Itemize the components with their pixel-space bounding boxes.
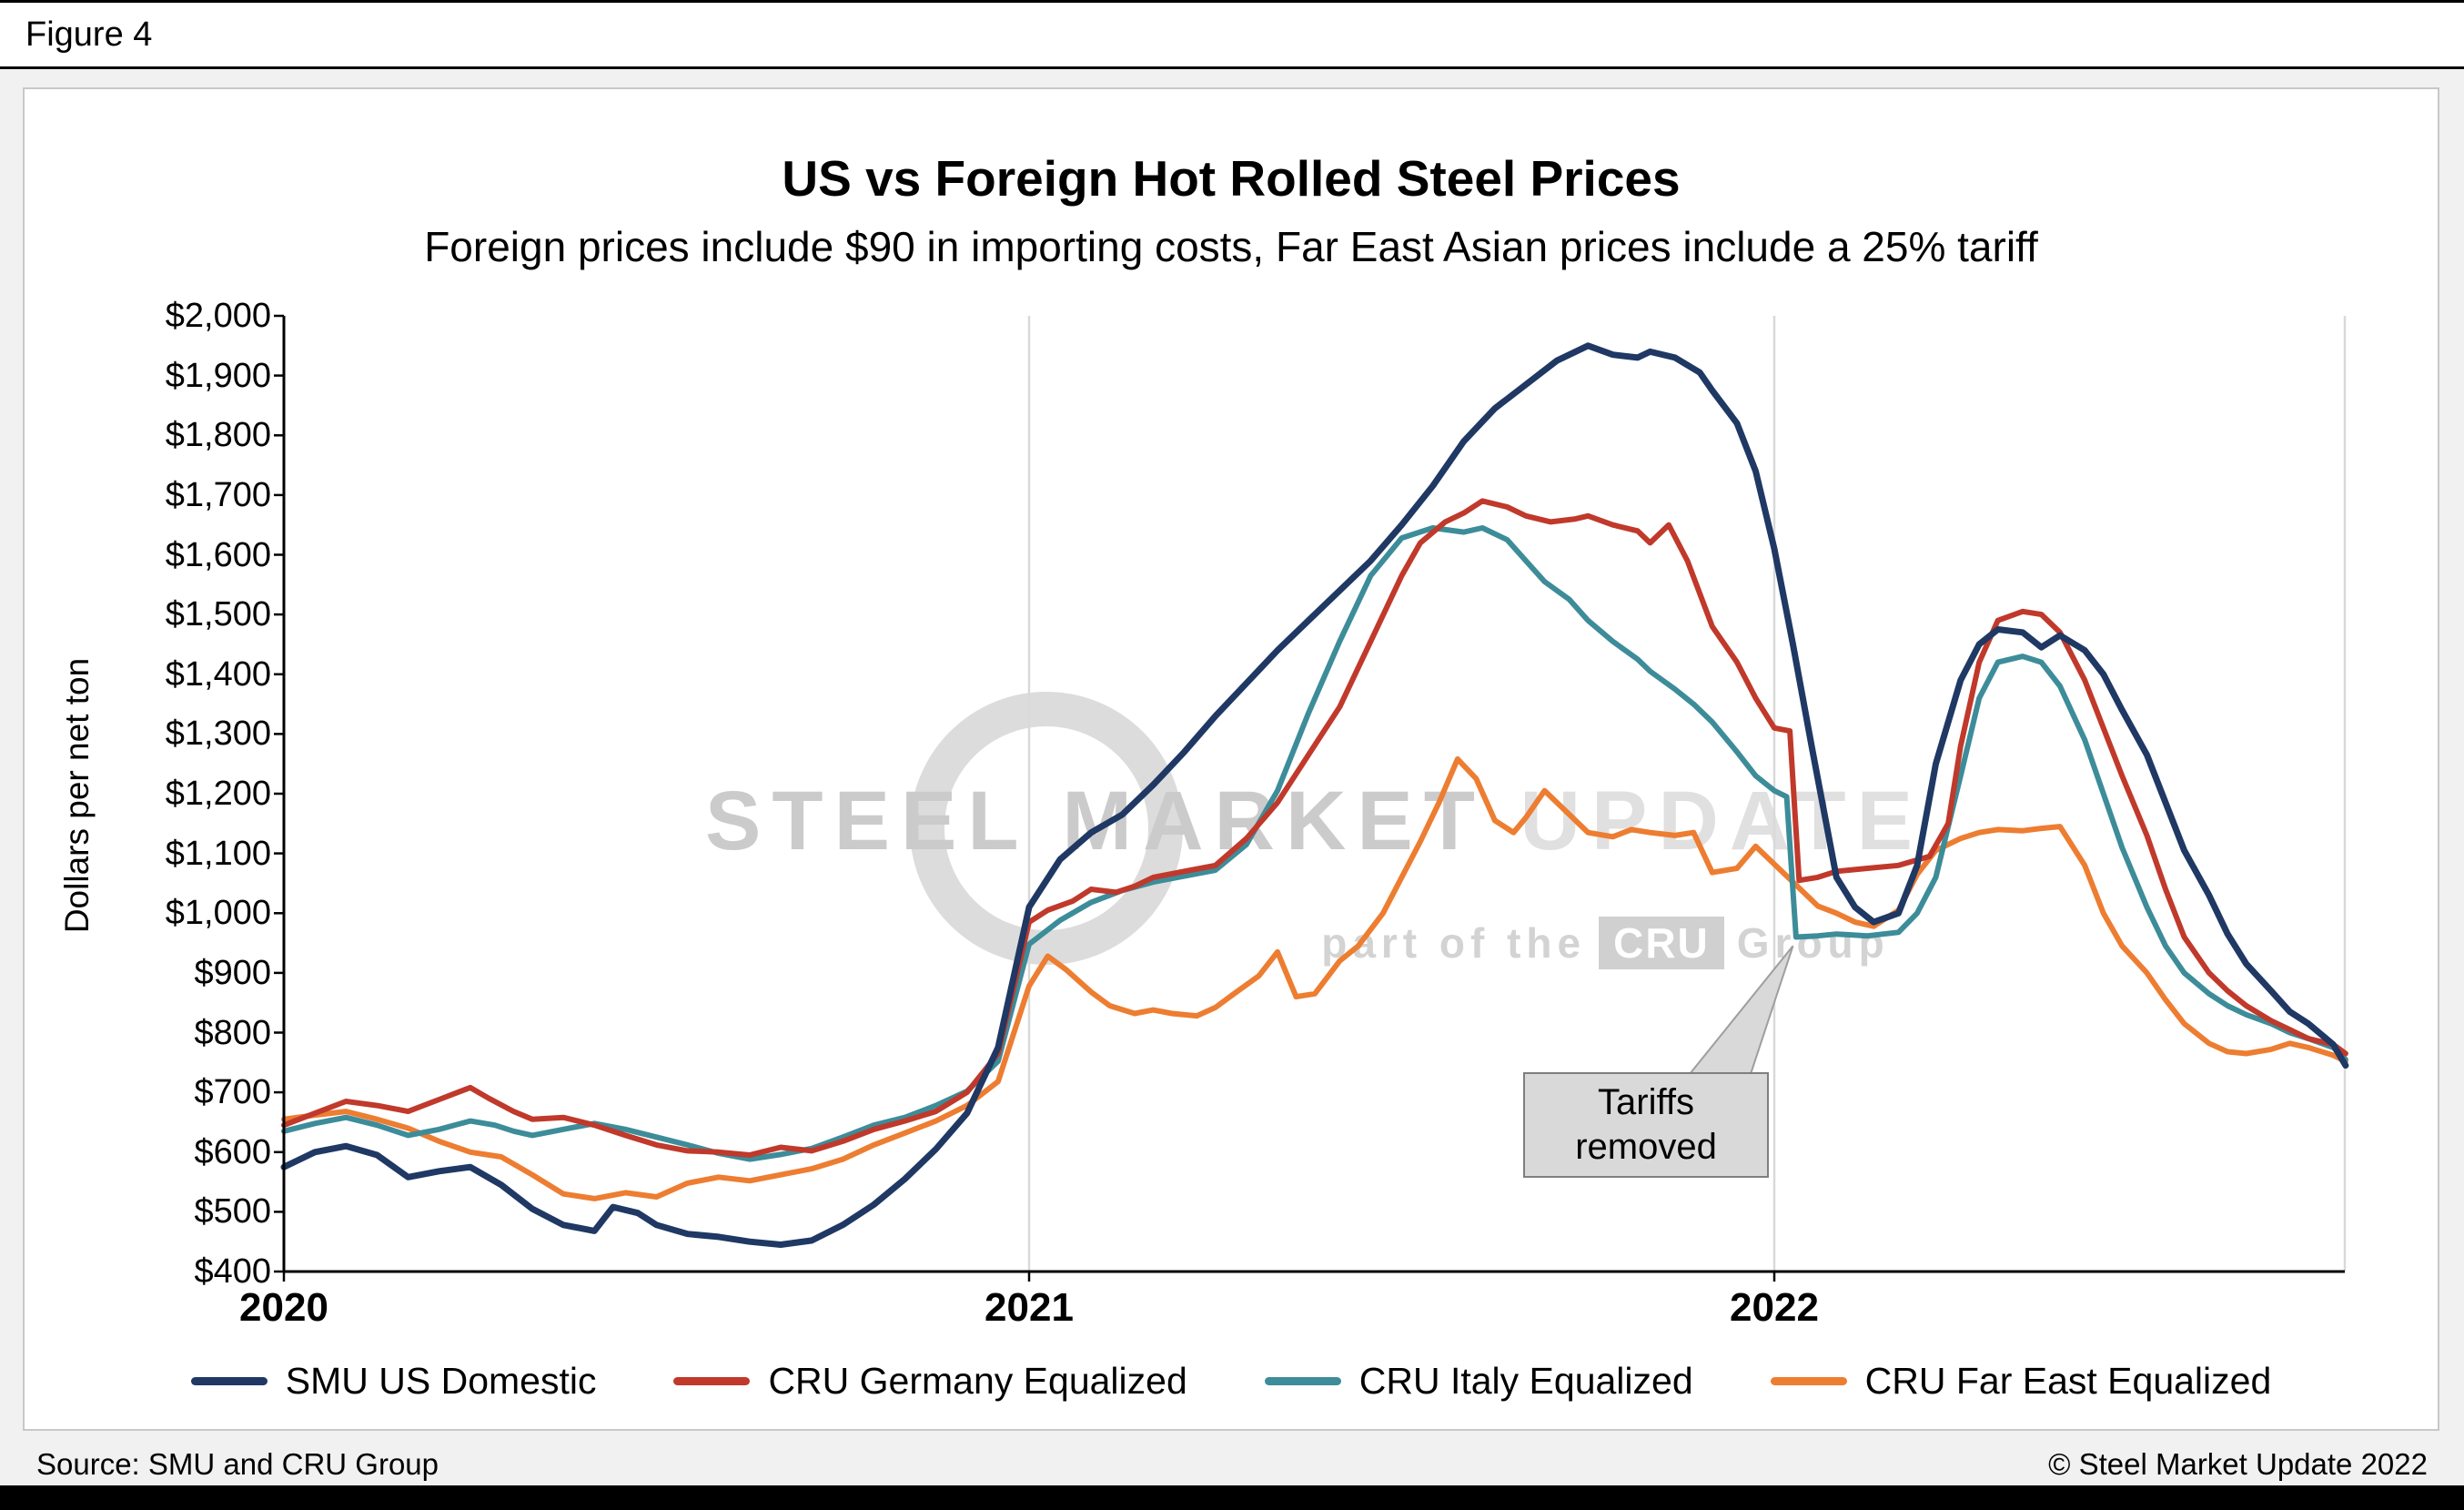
- y-tick-label: $700: [194, 1073, 271, 1112]
- y-tick-label: $400: [194, 1252, 271, 1291]
- footer-bar: [0, 1485, 2464, 1510]
- x-tick-label-2022: 2022: [1730, 1285, 1819, 1330]
- legend-swatch-cru-far-east-equalized: [1770, 1377, 1847, 1385]
- y-tick-label: $900: [194, 953, 271, 992]
- chart-panel: US vs Foreign Hot Rolled Steel Prices Fo…: [23, 87, 2439, 1431]
- legend-label-cru-far-east-equalized: CRU Far East Equalized: [1864, 1360, 2272, 1402]
- x-tick-labels: 2020 2021 2022: [25, 1285, 2438, 1340]
- x-tick-label-2020: 2020: [239, 1285, 328, 1330]
- legend-item-cru-germany-equalized: CRU Germany Equalized: [673, 1360, 1187, 1403]
- legend-item-smu-us-domestic: SMU US Domestic: [190, 1360, 597, 1403]
- annotation-line2: removed: [1575, 1127, 1717, 1167]
- y-tick-label: $800: [194, 1013, 271, 1052]
- annotation-line1: Tariffs: [1598, 1082, 1694, 1123]
- y-tick-label: $1,000: [165, 894, 271, 933]
- header-strip: Figure 4: [0, 3, 2464, 69]
- figure-label: Figure 4: [25, 15, 153, 54]
- legend-swatch-cru-germany-equalized: [673, 1377, 751, 1385]
- series-line-cru-far-east-equalized: [281, 755, 2348, 1201]
- y-tick-labels: $400 $500 $600 $700 $800 $900 $1,000 $1,100 $1,2…: [56, 89, 271, 1429]
- chart-title: US vs Foreign Hot Rolled Steel Prices: [782, 150, 1681, 207]
- series-line-smu-us-domestic: [280, 342, 2349, 1248]
- copyright-text: © Steel Market Update 2022: [2048, 1447, 2428, 1481]
- legend-swatch-cru-italy-equalized: [1264, 1377, 1341, 1385]
- legend-item-cru-far-east-equalized: CRU Far East Equalized: [1770, 1360, 2272, 1403]
- y-tick-label: $1,900: [165, 356, 271, 395]
- y-tick-label: $1,300: [165, 714, 271, 754]
- legend-label-cru-italy-equalized: CRU Italy Equalized: [1358, 1360, 1693, 1402]
- legend-label-cru-germany-equalized: CRU Germany Equalized: [768, 1360, 1187, 1402]
- series-line-cru-italy-equalized: [281, 525, 2348, 1162]
- x-tick-label-2021: 2021: [985, 1285, 1074, 1330]
- annotation-leader: [1687, 945, 1794, 1075]
- y-tick-label: $500: [194, 1192, 271, 1231]
- y-tick-label: $1,800: [165, 416, 271, 455]
- top-rule: [0, 0, 2464, 3]
- y-tick-label: $1,600: [165, 535, 271, 574]
- legend-swatch-smu-us-domestic: [190, 1377, 268, 1385]
- y-tick-label: $1,700: [165, 475, 271, 514]
- series-line-cru-germany-equalized: [281, 498, 2348, 1158]
- y-tick-label: $1,100: [165, 834, 271, 873]
- y-tick-label: $2,000: [165, 297, 271, 335]
- annotation-box: Tariffs removed: [1523, 1072, 1769, 1178]
- y-tick-label: $1,500: [165, 595, 271, 634]
- y-tick-label: $1,200: [165, 775, 271, 813]
- plot-container: [273, 311, 2352, 1282]
- chart-subtitle: Foreign prices include $90 in importing …: [424, 223, 2038, 270]
- legend: SMU US Domestic CRU Germany Equalized CRU …: [25, 1360, 2438, 1403]
- source-text: Source: SMU and CRU Group: [36, 1447, 439, 1481]
- plot-area: [274, 314, 2349, 1282]
- legend-label-smu-us-domestic: SMU US Domestic: [285, 1360, 597, 1402]
- y-tick-label: $1,400: [165, 654, 271, 694]
- legend-item-cru-italy-equalized: CRU Italy Equalized: [1264, 1360, 1693, 1403]
- y-tick-label: $600: [194, 1132, 271, 1171]
